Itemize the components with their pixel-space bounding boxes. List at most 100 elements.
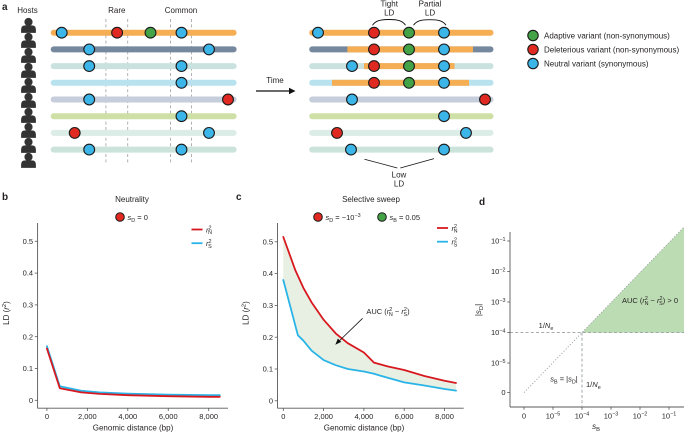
partial-ld-label-line1: Partial: [419, 0, 442, 9]
person-body: [21, 55, 36, 63]
legend-item: Adaptive variant (non-synonymous): [527, 29, 670, 42]
blue-variant-circle: [312, 26, 324, 39]
blue-variant-circle: [83, 60, 96, 73]
haplotype-bar: [309, 26, 494, 39]
blue-variant-circle: [55, 26, 68, 39]
person-icon: [21, 62, 36, 78]
y-tick-label: 10−4: [491, 328, 506, 337]
auc-shaded-area: [283, 237, 456, 391]
x-tick-label: 4,000: [355, 412, 374, 421]
x-axis-title: Genomic distance (bp): [93, 424, 174, 433]
red-variant-circle: [222, 93, 234, 106]
person-body: [21, 115, 36, 123]
haplotype-bar: [50, 93, 237, 106]
legend-label: Deleterious variant (non-synonymous): [544, 45, 680, 54]
x-tick-label: 8,000: [435, 412, 454, 421]
ne-threshold-label-bottom: 1/Ne: [586, 380, 601, 391]
haplotypes-before: [50, 26, 237, 156]
red-variant-circle: [368, 26, 380, 39]
tight-ld-label-line2: LD: [384, 9, 394, 18]
legend-dot: [115, 212, 125, 222]
blue-variant-circle: [175, 26, 188, 39]
x-tick-label: 10−1: [662, 412, 677, 421]
common-label: Common: [165, 6, 197, 15]
haplotype-bar: [309, 110, 494, 123]
panel-letter-d: d: [479, 197, 485, 208]
blue-variant-circle: [203, 43, 215, 56]
blue-variant-circle: [175, 110, 188, 123]
y-tick-label: 0.3: [263, 301, 273, 310]
blue-variant-circle: [438, 143, 450, 156]
person-icon: [21, 137, 36, 153]
legend-line-label: r2 S: [206, 239, 212, 250]
haplotype-bar: [50, 110, 237, 123]
haplotype-bar-base: [50, 79, 237, 86]
blue-variant-circle: [83, 93, 96, 106]
green-variant-circle: [144, 26, 157, 39]
haplotype-bar: [50, 26, 237, 39]
partial-ld-brace: [413, 19, 447, 26]
haplotype-bar: [50, 126, 237, 139]
green-variant-circle: [403, 43, 415, 56]
person-head: [24, 107, 33, 117]
person-body: [21, 25, 36, 33]
y-tick-label: 0.3: [23, 301, 33, 310]
blue-variant-circle: [346, 93, 358, 106]
equal-selection-diagonal-line: [523, 226, 685, 393]
haplotype-bar: [50, 43, 237, 56]
x-tick-label: 10−2: [633, 412, 648, 421]
y-tick-label: 0: [269, 396, 273, 405]
legend-label: Adaptive variant (non-synonymous): [544, 31, 670, 40]
x-tick-label: 8,000: [199, 412, 218, 421]
panel-b-neutrality-chart: b Neutrality sD = 0 r2 N r2 S 0 0.1 0.2 0.3 0.4 0.5 0…: [2, 192, 228, 433]
haplotype-bar: [309, 143, 494, 156]
haplotype-bar-base: [50, 129, 237, 136]
tight-ld-label-line1: Tight: [380, 0, 398, 9]
blue-variant-circle: [438, 110, 450, 123]
y-tick-label: 0.1: [23, 364, 33, 373]
x-tick-label: 0: [281, 412, 285, 421]
person-body: [21, 85, 36, 93]
legend-label: Neutral variant (synonymous): [544, 59, 649, 68]
red-variant-circle: [111, 26, 124, 39]
person-icon: [21, 92, 36, 108]
x-tick-label: 0: [45, 412, 49, 421]
person-body: [21, 40, 36, 48]
person-body: [21, 130, 36, 138]
haplotype-bar-base: [50, 46, 237, 53]
person-head: [24, 47, 33, 57]
haplotypes-after: [309, 26, 494, 156]
x-tick-label: 4,000: [118, 412, 137, 421]
blue-variant-circle: [438, 26, 450, 39]
blue-variant-circle: [438, 76, 450, 89]
green-variant-circle: [403, 26, 415, 39]
haplotype-bar-base: [50, 146, 237, 153]
series-line: [46, 345, 221, 397]
partial-ld-label-line2: LD: [425, 9, 435, 18]
person-icon: [21, 152, 36, 168]
legend-dot-label: sD = 0: [128, 213, 148, 224]
legend-dot-label: sB = 0.05: [390, 213, 421, 224]
person-head: [24, 77, 33, 87]
person-head: [24, 17, 33, 27]
hosts-label: Hosts: [17, 6, 37, 15]
person-icon: [21, 32, 36, 48]
x-tick-label: 10−4: [575, 412, 590, 421]
green-variant-circle: [403, 60, 415, 73]
haplotype-bar: [309, 60, 494, 73]
legend-item: Neutral variant (synonymous): [527, 57, 649, 70]
y-tick-label: 0.4: [263, 269, 273, 278]
legend-dot-label: sD = −10−3: [326, 213, 361, 224]
legend-dot: [377, 212, 387, 222]
person-head: [24, 62, 33, 72]
blue-variant-circle: [460, 126, 472, 139]
series-line: [282, 279, 457, 392]
auc-positive-region-label: AUC (r2 N − r2 S) > 0: [622, 296, 678, 307]
red-variant-circle: [368, 43, 380, 56]
person-icon: [21, 107, 36, 123]
y-tick-label: 10−2: [491, 267, 506, 276]
x-tick-label: 10−5: [546, 412, 561, 421]
panel-d-parameter-space-chart: d 0 10−5 10−4 10−3 10−2 10−1 0 10−5 10−4 10−3 10−2 1…: [474, 197, 685, 433]
host-icons: [21, 17, 36, 168]
y-axis-title: LD (r2): [241, 301, 250, 325]
